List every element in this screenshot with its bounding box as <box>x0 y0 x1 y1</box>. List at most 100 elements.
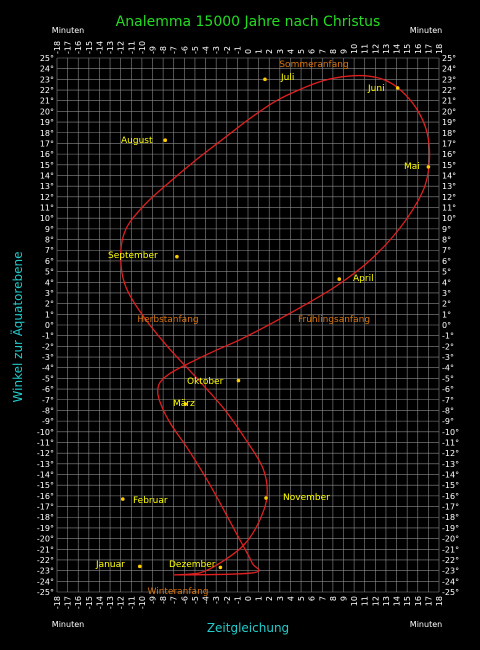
x-tick-label-top: -1 <box>233 46 242 54</box>
month-labels: Januar Februar März April Mai Juni Juli … <box>95 73 420 570</box>
analemma-curve-group <box>120 74 431 576</box>
y-tick-label-right: -23° <box>442 567 459 576</box>
month-label-oktober: Oktober <box>187 377 224 387</box>
y-tick-label-left: 17° <box>40 139 54 148</box>
x-tick-label-bottom: -8 <box>159 596 168 604</box>
y-tick-label-left: -13° <box>37 460 54 469</box>
y-tick-label-right: 8° <box>442 236 451 245</box>
x-tick-label-bottom: 3 <box>276 596 285 601</box>
x-tick-label-top: 0 <box>244 49 253 54</box>
x-tick-label-bottom: 10 <box>350 596 359 606</box>
x-tick-label-bottom: 4 <box>286 596 295 601</box>
month-label-maerz: März <box>173 399 195 409</box>
month-marker <box>163 138 168 143</box>
y-tick-label-right: 19° <box>442 118 456 127</box>
y-tick-label-right: -18° <box>442 513 459 522</box>
y-tick-label-right: -14° <box>442 471 459 480</box>
x-tick-label-bottom: -10 <box>138 596 147 609</box>
month-marker <box>337 277 342 281</box>
y-tick-label-left: 9° <box>45 225 54 234</box>
y-tick-label-right: 15° <box>442 161 456 170</box>
y-tick-label-right: -12° <box>442 449 459 458</box>
y-tick-label-left: -18° <box>37 513 54 522</box>
y-tick-label-left: 3° <box>45 289 54 298</box>
x-tick-label-top: -9 <box>149 46 158 54</box>
x-tick-label-top: -7 <box>170 46 179 54</box>
x-tick-label-top: 11 <box>361 44 370 54</box>
x-tick-label-bottom: 18 <box>435 596 444 606</box>
month-label-november: November <box>283 493 330 503</box>
y-tick-label-right: -13° <box>442 460 459 469</box>
y-tick-label-left: -1° <box>42 332 54 341</box>
x-tick-label-top: -18 <box>53 41 62 54</box>
y-tick-label-right: 11° <box>442 204 456 213</box>
y-tick-label-right: 12° <box>442 193 456 202</box>
x-tick-label-top: 8 <box>329 49 338 54</box>
x-tick-label-top: -10 <box>138 41 147 54</box>
month-label-juni: Juni <box>367 84 385 94</box>
x-tick-label-bottom: 13 <box>382 596 391 606</box>
y-tick-label-right: -16° <box>442 492 459 501</box>
x-tick-label-top: -12 <box>117 41 126 54</box>
month-label-april: April <box>353 274 374 284</box>
x-tick-labels: -18-18-17-17-16-16-15-15-14-14-13-13-12-… <box>53 41 444 609</box>
month-label-august: August <box>121 136 153 146</box>
season-label-fruehlingsanfang: Frühlingsanfang <box>298 315 370 325</box>
y-tick-label-left: 10° <box>40 214 54 223</box>
x-tick-label-top: 3 <box>276 49 285 54</box>
x-tick-label-top: 12 <box>371 44 380 54</box>
x-tick-label-bottom: -18 <box>53 596 62 609</box>
y-tick-label-left: 11° <box>40 204 54 213</box>
y-tick-label-left: -3° <box>42 353 54 362</box>
y-tick-label-right: -25° <box>442 588 459 597</box>
y-tick-label-left: -20° <box>37 535 54 544</box>
y-tick-label-left: -25° <box>37 588 54 597</box>
month-marker <box>218 565 223 570</box>
corner-label-bottom-left: Minuten <box>52 620 84 629</box>
y-tick-label-right: -19° <box>442 524 459 533</box>
grid <box>56 57 440 593</box>
x-tick-label-bottom: 5 <box>297 596 306 601</box>
y-tick-label-left: 19° <box>40 118 54 127</box>
y-tick-label-right: -1° <box>442 332 454 341</box>
y-tick-label-left: 12° <box>40 193 54 202</box>
x-tick-label-bottom: -9 <box>149 596 158 604</box>
x-tick-label-bottom: -3 <box>212 596 221 604</box>
y-tick-label-left: 24° <box>40 65 54 74</box>
y-tick-label-right: -11° <box>442 438 459 447</box>
y-tick-label-right: 14° <box>442 171 456 180</box>
x-tick-label-top: 10 <box>350 44 359 54</box>
x-tick-label-bottom: -15 <box>85 596 94 609</box>
y-tick-label-left: 4° <box>45 278 54 287</box>
month-marker <box>395 86 400 90</box>
x-tick-label-bottom: 0 <box>244 596 253 601</box>
x-tick-label-top: -15 <box>85 41 94 54</box>
y-tick-label-left: -6° <box>42 385 54 394</box>
y-tick-label-left: 16° <box>40 150 54 159</box>
month-marker <box>426 165 431 169</box>
y-tick-label-left: -5° <box>42 374 54 383</box>
x-tick-label-bottom: -13 <box>106 596 115 609</box>
month-marker <box>137 564 142 569</box>
x-tick-label-bottom: -16 <box>74 596 83 609</box>
y-tick-label-right: -21° <box>442 545 459 554</box>
x-tick-label-bottom: -5 <box>191 596 200 604</box>
month-label-juli: Juli <box>280 73 294 83</box>
y-tick-label-left: 22° <box>40 86 54 95</box>
y-tick-label-left: -23° <box>37 567 54 576</box>
y-tick-label-left: -19° <box>37 524 54 533</box>
month-label-dezember: Dezember <box>169 560 216 570</box>
x-tick-label-top: 5 <box>297 49 306 54</box>
y-tick-label-left: 6° <box>45 257 54 266</box>
x-tick-label-top: 6 <box>308 49 317 54</box>
y-tick-label-right: -17° <box>442 503 459 512</box>
x-tick-label-bottom: 17 <box>424 596 433 606</box>
y-tick-label-left: -11° <box>37 438 54 447</box>
y-tick-label-left: -4° <box>42 364 54 373</box>
y-tick-label-right: -2° <box>442 342 454 351</box>
y-tick-label-right: 17° <box>442 139 456 148</box>
month-label-februar: Februar <box>133 496 168 506</box>
x-tick-label-top: 9 <box>340 49 349 54</box>
y-tick-label-left: -22° <box>37 556 54 565</box>
